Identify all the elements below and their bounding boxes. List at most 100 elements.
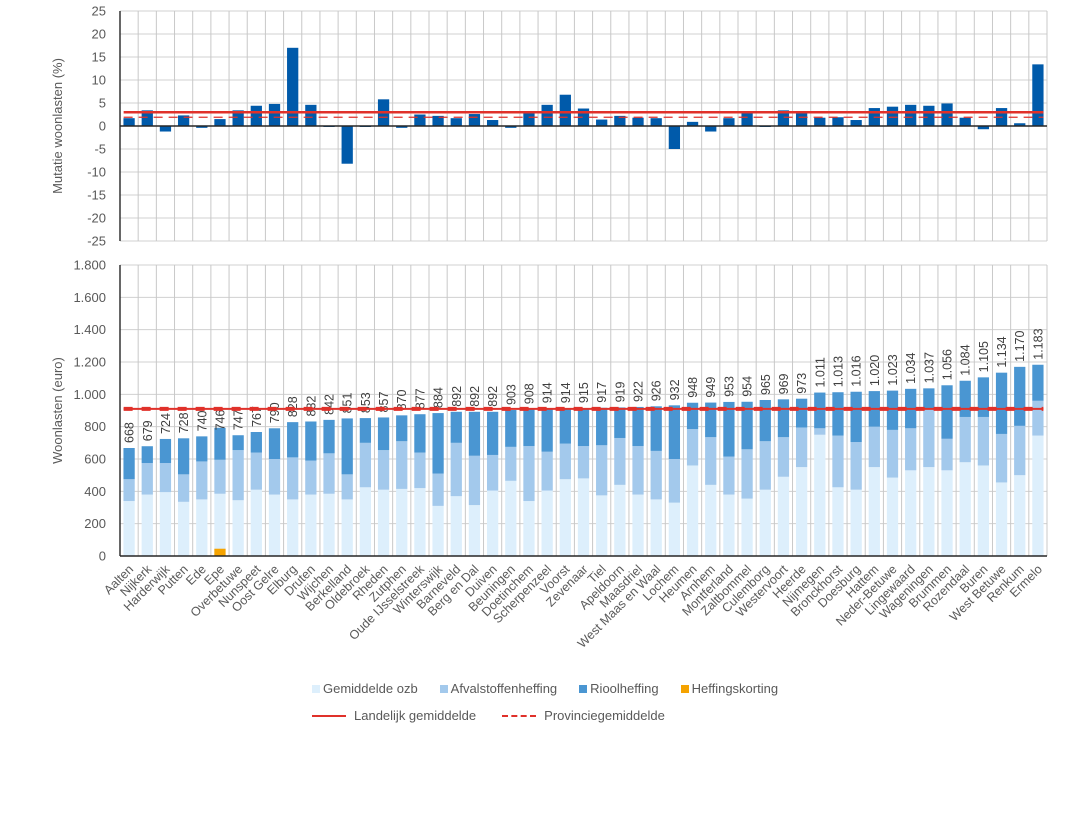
bottom-bar-bronckhorst-afval (832, 435, 844, 488)
bottom-bar-voorst-ozb (559, 479, 571, 556)
bottom-bar-nijkerk-ozb (141, 494, 153, 556)
bottom-ytick-label: 0 (99, 549, 106, 564)
bottom-ytick-label: 400 (84, 484, 106, 499)
top-bar-oost-gelre (268, 103, 281, 126)
top-bar-renkum (1014, 123, 1026, 126)
top-bar-zaltbommel (741, 112, 753, 126)
top-bar-scherpenzeel (541, 104, 553, 126)
top-bar-brummen (941, 103, 953, 126)
bottom-y-axis-title: Woonlasten (euro) (50, 357, 65, 464)
legend-item-landelijk: Landelijk gemiddelde (312, 708, 476, 723)
bottom-bar-montferland-afval (723, 456, 735, 495)
top-ytick-label: 25 (92, 4, 106, 19)
bottom-bar-montferland-ozb (723, 494, 735, 556)
bottom-bar-rheden-ozb (377, 489, 390, 556)
bottom-bar-lingewaard-afval (905, 428, 917, 471)
data-label-total-lingewaard: 1.034 (904, 353, 918, 384)
top-bar-buren (977, 126, 990, 130)
bottom-bar-epe-korting (214, 548, 226, 556)
bottom-bar-zaltbommel-ozb (741, 498, 753, 556)
bottom-bar-apeldoorn-ozb (614, 484, 626, 556)
data-label-total-bronckhorst: 1.013 (831, 356, 845, 387)
top-ytick-label: -10 (87, 165, 106, 180)
bottom-ytick-label: 1.400 (73, 322, 106, 337)
bottom-bar-aalten-ozb (123, 501, 135, 556)
bottom-bar-wijchen-afval (323, 453, 335, 494)
top-ytick-label: 0 (99, 119, 106, 134)
bottom-bar-barneveld-afval (450, 442, 462, 497)
bottom-bar-epe-riool (214, 427, 226, 460)
bottom-bar-zaltbommel-riool (741, 401, 753, 450)
top-bar-beuningen (505, 126, 517, 128)
top-bar-nijkerk (141, 110, 153, 126)
top-ytick-label: 20 (92, 27, 106, 42)
bottom-bar-nijkerk-riool (141, 446, 153, 464)
bottom-bar-doetinchem-ozb (523, 501, 535, 556)
bottom-bar-tiel-afval (596, 445, 608, 496)
data-label-total-elburg: 828 (286, 396, 300, 417)
bottom-bar-oost-gelre-ozb (268, 494, 281, 556)
bottom-bar-buren-afval (977, 416, 990, 466)
bottom-bar-brummen-afval (941, 438, 953, 471)
data-label-total-buren: 1.105 (977, 341, 991, 372)
bottom-ytick-label: 600 (84, 452, 106, 467)
data-label-total-putten: 728 (177, 412, 191, 433)
bottom-bar-duiven-ozb (486, 490, 499, 556)
bottom-ytick-label: 1.800 (73, 258, 106, 273)
bottom-bar-rozendaal-ozb (959, 462, 971, 556)
bottom-bar-arnhem-ozb (705, 484, 717, 556)
data-label-total-nunspeet: 767 (250, 406, 264, 427)
bottom-bar-westervoort-afval (777, 437, 790, 477)
bottom-bar-nijmegen-afval (814, 428, 826, 435)
bottom-bar-ede-afval (196, 461, 208, 500)
bottom-bar-renkum-ozb (1014, 475, 1026, 556)
top-bar-westervoort (777, 110, 790, 126)
top-bar-heerde (795, 112, 808, 126)
bottom-bar-culemborg-afval (759, 441, 771, 490)
bottom-bar-overbetuwe-ozb (232, 500, 244, 556)
top-bar-heumen (686, 121, 699, 126)
bottom-bar-wageningen-afval (923, 408, 935, 468)
bottom-ytick-label: 1.600 (73, 290, 106, 305)
top-bar-doetinchem (523, 112, 535, 126)
data-label-total-hattem: 1.020 (868, 355, 882, 386)
top-bar-ede (196, 126, 208, 128)
bottom-bar-neder-betuwe-afval (886, 429, 899, 478)
bottom-bar-rozendaal-riool (959, 380, 971, 417)
legend-item-afval: Afvalstoffenheffing (439, 681, 557, 696)
bottom-bar-doesburg-ozb (850, 489, 862, 556)
top-ytick-label: 15 (92, 50, 106, 65)
bottom-ytick-label: 1.000 (73, 387, 106, 402)
bottom-bar-oost-gelre-riool (268, 428, 281, 459)
data-label-total-brummen: 1.056 (941, 349, 955, 380)
bottom-bar-apeldoorn-riool (614, 407, 626, 438)
bottom-bar-heerde-ozb (795, 467, 808, 556)
bottom-bar-nijkerk-afval (141, 463, 153, 495)
bottom-bar-culemborg-ozb (759, 489, 771, 556)
bottom-bar-zaltbommel-afval (741, 449, 753, 499)
legend-line-landelijk (312, 714, 346, 717)
data-label-total-druten: 832 (304, 396, 318, 417)
bottom-bar-doetinchem-afval (523, 446, 535, 502)
data-label-total-barneveld: 892 (450, 386, 464, 407)
bottom-bar-maasdriel-afval (632, 446, 644, 495)
bottom-chart-woonlasten: 0 200 400 600 800 1.000 1.200 1.400 1.600 1.800 66… (50, 258, 1048, 564)
legend-label-landelijk: Landelijk gemiddelde (354, 708, 477, 723)
bottom-bar-winterswijk-riool (432, 413, 444, 474)
bottom-bar-heumen-riool (686, 402, 699, 430)
bottom-bar-westervoort-riool (777, 399, 790, 438)
bottom-bar-berg-en-dal-ozb (468, 505, 481, 556)
bottom-bar-elburg-riool (287, 422, 299, 458)
bottom-bar-ermelo-riool (1032, 364, 1044, 401)
bottom-bar-wijchen-ozb (323, 493, 335, 556)
bottom-bar-berg-en-dal-afval (468, 455, 481, 506)
bottom-bar-berkelland-riool (341, 418, 353, 475)
bottom-bar-zevenaar-afval (577, 446, 590, 479)
bottom-bar-nunspeet-riool (250, 432, 262, 453)
bottom-bar-putten-ozb (177, 501, 190, 556)
data-label-total-renkum: 1.170 (1013, 331, 1027, 362)
top-bar-zutphen (396, 126, 408, 128)
data-label-total-lochem: 932 (668, 379, 682, 400)
bottom-bar-winterswijk-afval (432, 473, 444, 506)
data-label-total-berg-en-dal: 892 (468, 386, 482, 407)
